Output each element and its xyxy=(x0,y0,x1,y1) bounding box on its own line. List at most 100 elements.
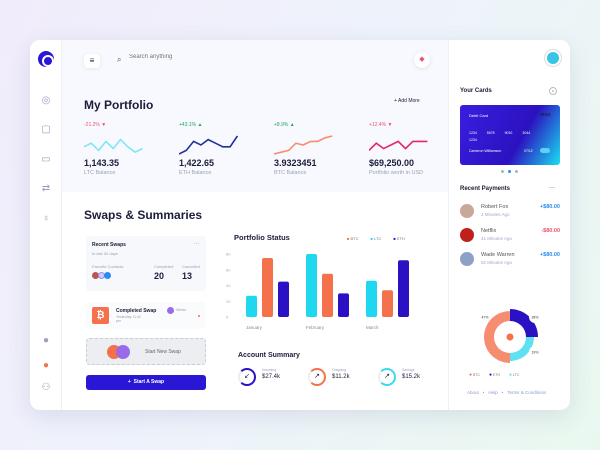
bar-btc[interactable] xyxy=(322,273,333,317)
allocation-legend: ● BTC ● ETH ● LTC xyxy=(469,372,519,378)
more-icon[interactable]: ... xyxy=(194,240,200,246)
payment-name: Netflix xyxy=(481,228,497,234)
add-user-icon[interactable]: ⚇ xyxy=(41,382,51,393)
app-window: ◎ ▢ ▭ ⇄ ♁ ● ● ⚇ ≡ ⌕ ◆ My Portfolio + Add… xyxy=(30,40,570,410)
card-number: 1234 5678 9010 3044 xyxy=(469,131,530,135)
user-avatar[interactable]: ● xyxy=(42,360,50,371)
card-number-extra: 1234 xyxy=(469,138,477,142)
contact-avatar[interactable] xyxy=(92,272,99,279)
logo[interactable] xyxy=(38,51,54,67)
legend-dot: ● xyxy=(489,372,493,378)
sparkline xyxy=(274,135,333,155)
bulb-icon[interactable]: ♁ xyxy=(42,213,50,224)
contact-avatar[interactable] xyxy=(104,272,111,279)
payment-time: 41 Minutes Ago xyxy=(481,236,513,241)
summary-label: Incoming xyxy=(262,368,277,372)
bar-ltc[interactable] xyxy=(306,254,317,317)
balance-value: 1,422.65 xyxy=(179,158,215,168)
donut-legend-item: ● LTC xyxy=(509,372,519,378)
stellar-label: Stellar xyxy=(176,308,186,312)
change-badge: +8.9% ▲ xyxy=(274,122,364,128)
donut-label-bubble xyxy=(529,346,541,358)
bar-ltc[interactable] xyxy=(246,295,257,317)
x-tick-label: February xyxy=(306,325,325,330)
bar-btc[interactable] xyxy=(262,257,273,317)
card-type: Debit Card xyxy=(469,113,489,118)
bar-eth[interactable] xyxy=(338,293,349,317)
donut-legend-item: ● BTC xyxy=(469,372,480,378)
portfolio-card[interactable]: +12.4% ▼ $69,250.00 Portfolio worth in U… xyxy=(369,122,459,176)
portfolio-card[interactable]: -21.2% ▼ 1,143.35 LTC Balance xyxy=(84,122,174,176)
search-input[interactable] xyxy=(129,54,279,60)
payment-item[interactable]: Netflix 41 Minutes Ago -$80.00 xyxy=(460,227,560,245)
donut-pct-label: 19% xyxy=(531,351,538,355)
payments-more-icon[interactable]: ... xyxy=(549,183,555,190)
portfolio-card[interactable]: +43.1% ▲ 1,422.65 ETH Balance xyxy=(179,122,269,176)
arrow-up-right-icon: ↗ xyxy=(308,368,326,386)
recent-swaps-card: Recent Swaps ... In last 30 days Favorit… xyxy=(86,236,206,291)
bar-eth[interactable] xyxy=(398,260,409,317)
bar-ltc[interactable] xyxy=(366,280,377,317)
chart-legend: ■ BTC ■ LTC ■ ETH xyxy=(347,236,405,241)
summary-label: Outgoing xyxy=(332,368,347,372)
cancelled-count: 13 xyxy=(182,271,193,281)
donut-slice-eth[interactable] xyxy=(510,309,538,337)
triangle-up-icon: ▲ xyxy=(197,122,203,128)
change-badge: +43.1% ▲ xyxy=(179,122,269,128)
folder-icon[interactable]: ▢ xyxy=(41,124,51,135)
completed-swap-card[interactable]: ₿ Completed Swap Yesterday 11:42 pm Stel… xyxy=(86,302,206,329)
change-value: -21.2% xyxy=(84,122,100,128)
legend-item: ■ ETH xyxy=(393,236,405,241)
balance-value: 3.9323451 xyxy=(274,158,317,168)
add-more-link[interactable]: + Add More xyxy=(394,98,420,104)
notification-avatar[interactable]: ● xyxy=(42,335,50,346)
legend-dot: ● xyxy=(469,372,473,378)
start-new-swap-label: Start New Swap xyxy=(145,349,181,355)
help-link[interactable]: Help xyxy=(488,390,498,395)
bar-eth[interactable] xyxy=(278,281,289,317)
swap-icon[interactable]: ⇄ xyxy=(41,183,51,194)
your-cards-title: Your Cards xyxy=(460,88,492,94)
completed-label: Completed xyxy=(154,264,174,269)
legend-dot: ● xyxy=(509,372,513,378)
legend-label: ETH xyxy=(493,373,501,377)
donut-slice-btc[interactable] xyxy=(483,311,510,363)
terms-link[interactable]: Terms & Conditions xyxy=(507,390,547,395)
profile-avatar[interactable] xyxy=(545,50,561,66)
sparkline-line xyxy=(369,140,428,151)
y-tick-label: 0 xyxy=(226,315,229,320)
card-number-group: 3044 xyxy=(522,131,531,135)
card-number-group: 9010 xyxy=(504,131,513,135)
start-new-swap-card[interactable]: Start New Swap xyxy=(86,338,206,365)
card-pager[interactable] xyxy=(501,170,518,173)
start-swap-label: Start A Swap xyxy=(133,379,165,385)
payment-avatar xyxy=(460,228,474,242)
pager-dot[interactable] xyxy=(515,170,518,173)
portfolio-card[interactable]: +8.9% ▲ 3.9323451 BTC Balance xyxy=(274,122,364,176)
notification-bell-icon[interactable]: ◆ xyxy=(414,52,430,68)
menu-toggle-icon[interactable]: ≡ xyxy=(84,54,100,68)
card-expiry: 07/12 xyxy=(524,149,533,153)
add-card-icon[interactable]: • xyxy=(549,87,557,95)
pager-dot-active[interactable] xyxy=(508,170,511,173)
favorite-contacts-label: Favorite Contacts xyxy=(92,264,124,269)
bar-btc[interactable] xyxy=(382,290,393,317)
balance-label: Portfolio worth in USD xyxy=(369,170,424,176)
compass-icon[interactable]: ◎ xyxy=(41,95,51,106)
legend-item: ■ BTC xyxy=(347,236,359,241)
card-holder: Cameron Williamson xyxy=(469,149,502,153)
chat-icon[interactable]: ▭ xyxy=(41,154,51,165)
donut-slice-ltc[interactable] xyxy=(510,337,534,361)
pager-dot[interactable] xyxy=(501,170,504,173)
payment-item[interactable]: Wade Warren 52 Minutes Ago +$80.00 xyxy=(460,251,560,269)
balance-value: 1,143.35 xyxy=(84,158,120,168)
payment-item[interactable]: Robert Fox 2 Minutes Ago +$80.00 xyxy=(460,203,560,221)
debit-card[interactable]: Debit Card VISA 1234 5678 9010 3044 1234 Ca… xyxy=(460,105,560,165)
arrow-up-right-icon: ↗ xyxy=(378,368,396,386)
start-swap-button[interactable]: + Start A Swap xyxy=(86,375,206,390)
plus-icon: + xyxy=(127,379,133,385)
payment-name: Robert Fox xyxy=(481,204,509,210)
chart-title: Portfolio Status xyxy=(234,233,290,242)
about-link[interactable]: About xyxy=(467,390,479,395)
y-tick-label: 20 xyxy=(226,299,231,304)
